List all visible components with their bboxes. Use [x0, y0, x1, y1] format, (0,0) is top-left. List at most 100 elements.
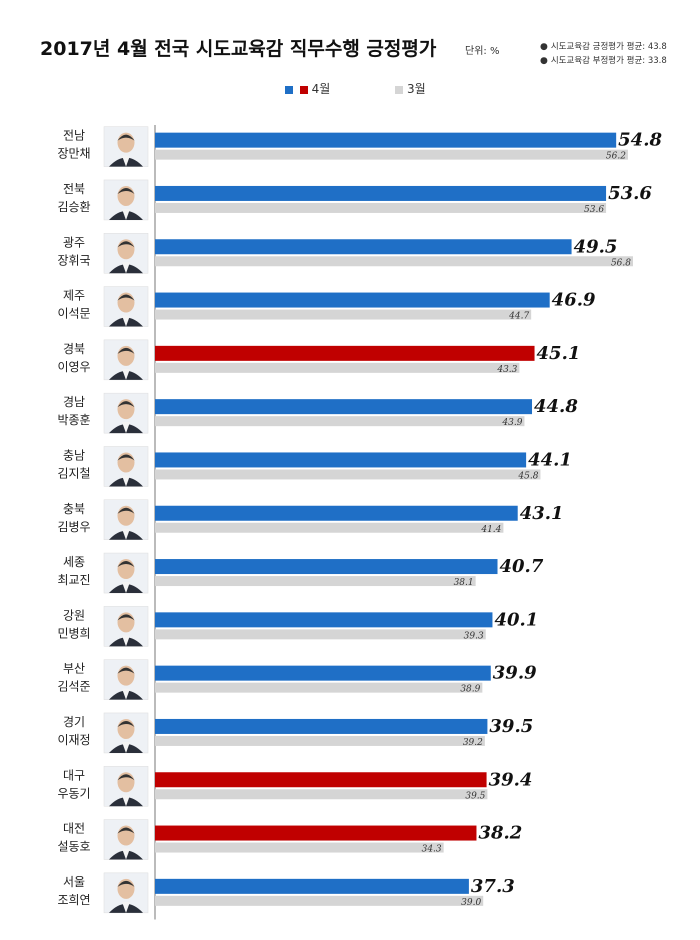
person-name-label: 우동기: [57, 786, 90, 800]
april-bar: [155, 452, 527, 468]
march-value-label: 34.3: [422, 845, 442, 855]
avatar-shirt: [122, 848, 130, 860]
avatar-shirt: [122, 635, 130, 647]
avatar-shirt: [122, 208, 130, 220]
region-label: 광주: [63, 235, 85, 249]
april-bar: [155, 612, 493, 628]
april-value-label: 44.8: [534, 396, 578, 417]
person-name-label: 이재정: [57, 733, 90, 747]
march-value-label: 45.8: [517, 471, 538, 481]
march-value-label: 39.5: [465, 791, 485, 801]
region-label: 서울: [63, 875, 85, 889]
avatar-shirt: [122, 582, 130, 594]
april-bar: [155, 772, 487, 788]
legend-swatch-red: [299, 85, 308, 94]
legend-april: 4월: [285, 80, 330, 97]
person-name-label: 장만채: [57, 147, 90, 161]
april-bar: [155, 292, 550, 308]
avatar-shirt: [122, 315, 130, 327]
avatar-shirt: [122, 368, 130, 380]
legend-march: 3월: [395, 80, 426, 97]
negative-average-text: 시도교육감 부정평가 평균: 33.8: [550, 56, 667, 66]
avatar-hair: [117, 667, 135, 674]
region-label: 강원: [63, 608, 85, 622]
april-value-label: 39.9: [493, 663, 537, 684]
person-name-label: 조희연: [57, 893, 90, 907]
region-label: 세종: [63, 555, 85, 569]
avatar-hair: [117, 774, 135, 781]
march-bar: [155, 416, 525, 427]
legend-swatch-blue: [285, 85, 293, 94]
april-bar: [155, 878, 469, 894]
march-bar: [155, 842, 444, 853]
march-value-label: 39.0: [461, 898, 481, 908]
april-bar: [155, 505, 518, 521]
march-bar: [155, 362, 520, 373]
april-value-label: 38.2: [478, 823, 522, 844]
april-bar: [155, 825, 477, 841]
april-value-label: 53.6: [608, 183, 652, 204]
march-bar: [155, 309, 532, 320]
april-value-label: 37.3: [471, 876, 515, 897]
march-value-label: 53.6: [584, 205, 604, 215]
bullet-icon: ●: [540, 56, 548, 66]
positive-average-note: ● 시도교육감 긍정평가 평균: 43.8: [540, 40, 667, 52]
avatar-hair: [117, 294, 135, 301]
region-label: 제주: [63, 289, 85, 303]
march-value-label: 43.9: [501, 418, 522, 428]
person-name-label: 설동호: [57, 840, 90, 854]
negative-average-note: ● 시도교육감 부정평가 평균: 33.8: [540, 54, 667, 66]
march-bar: [155, 256, 633, 267]
region-label: 경기: [63, 715, 85, 729]
march-bar: [155, 149, 628, 160]
april-value-label: 43.1: [520, 503, 564, 524]
avatar-shirt: [122, 155, 130, 167]
avatar-shirt: [122, 528, 130, 540]
march-value-label: 56.2: [606, 152, 626, 162]
avatar-hair: [117, 401, 135, 408]
region-label: 전북: [63, 182, 85, 196]
march-value-label: 39.2: [463, 738, 483, 748]
avatar-hair: [117, 614, 135, 621]
april-value-label: 46.9: [552, 290, 596, 311]
avatar-hair: [117, 507, 135, 514]
legend-label-april: 4월: [311, 82, 331, 96]
region-label: 경북: [63, 342, 85, 356]
person-name-label: 이영우: [57, 360, 90, 374]
region-label: 부산: [63, 662, 85, 676]
region-label: 경남: [63, 395, 85, 409]
april-value-label: 44.1: [528, 449, 572, 470]
march-value-label: 38.1: [454, 578, 474, 588]
chart-title: 2017년 4월 전국 시도교육감 직무수행 긍정평가: [40, 38, 437, 60]
march-value-label: 39.3: [464, 631, 484, 641]
march-bar: [155, 735, 485, 746]
avatar-hair: [117, 187, 135, 194]
region-label: 충북: [63, 502, 85, 516]
avatar-shirt: [122, 422, 130, 434]
march-value-label: 56.8: [611, 258, 631, 268]
march-value-label: 43.3: [496, 365, 517, 375]
april-value-label: 54.8: [618, 130, 662, 151]
person-name-label: 최교진: [57, 573, 90, 587]
avatar-hair: [117, 720, 135, 727]
april-bar: [155, 185, 607, 201]
march-bar: [155, 576, 476, 587]
avatar-shirt: [122, 741, 130, 753]
march-bar: [155, 469, 541, 480]
avatar-shirt: [122, 901, 130, 913]
april-value-label: 40.7: [500, 556, 544, 577]
avatar-shirt: [122, 688, 130, 700]
avatar-hair: [117, 880, 135, 887]
avatar-shirt: [122, 475, 130, 487]
person-name-label: 박종훈: [57, 413, 90, 427]
legend: 4월 3월: [285, 80, 432, 97]
person-name-label: 김병우: [57, 520, 90, 534]
april-bar: [155, 665, 491, 681]
march-bar: [155, 895, 484, 906]
april-value-label: 39.5: [489, 716, 533, 737]
unit-label: 단위: %: [465, 46, 500, 57]
march-bar: [155, 789, 488, 800]
april-bar: [155, 132, 617, 148]
legend-swatch-gray: [395, 85, 404, 94]
